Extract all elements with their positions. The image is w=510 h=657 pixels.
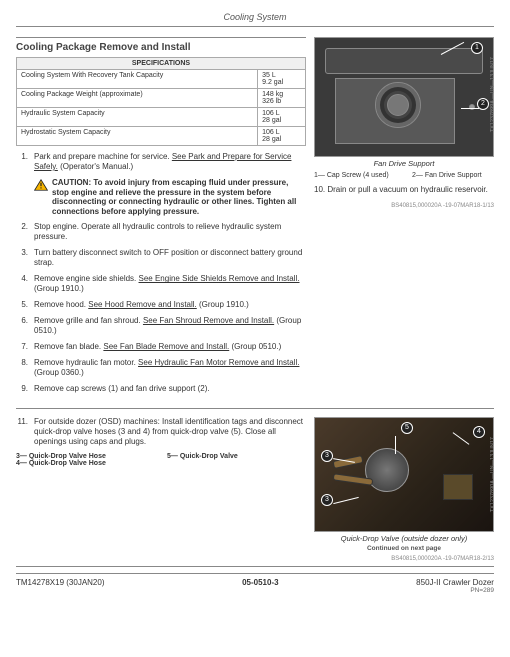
step-text-a: Remove engine side shields.	[34, 274, 139, 283]
page-header: Cooling System	[16, 12, 494, 27]
figure-1-side-note: TX1237899A —UN—13JUN17	[490, 57, 496, 132]
step-text-b: (Operator's Manual.)	[58, 162, 133, 171]
step-item: 1. Park and prepare machine for service. …	[16, 152, 306, 172]
figure-1-caption: Fan Drive Support	[314, 159, 494, 168]
step-text-a: Remove hood.	[34, 300, 88, 309]
steps-list: 1. Park and prepare machine for service. …	[16, 152, 306, 394]
step-text: Stop engine. Operate all hydraulic contr…	[34, 222, 306, 242]
caution-icon	[34, 179, 48, 191]
figure-2-caption: Quick-Drop Valve (outside dozer only)	[314, 534, 494, 543]
spec-value: 35 L 9.2 gal	[258, 70, 306, 89]
step-num: 5.	[16, 300, 28, 310]
step-text-a: Park and prepare machine for service.	[34, 152, 172, 161]
step-11-text: For outside dozer (OSD) machines: Instal…	[34, 417, 306, 447]
footer-right-pn: PN=289	[416, 587, 494, 594]
step-item: 4. Remove engine side shields. See Engine…	[16, 274, 306, 294]
figure-1-callout-1: 1	[471, 42, 483, 54]
step-text-a: Remove hydraulic fan motor.	[34, 358, 138, 367]
figure-1-legend-1: 1— Cap Screw (4 used)	[314, 172, 396, 179]
spec-value: 106 L 28 gal	[258, 127, 306, 146]
step-text: Park and prepare machine for service. Se…	[34, 152, 306, 172]
figure-1-image: 1 2	[314, 37, 494, 157]
step-link[interactable]: See Fan Shroud Remove and Install.	[143, 316, 274, 325]
step-text: Remove hood. See Hood Remove and Install…	[34, 300, 306, 310]
spec-label: Cooling Package Weight (approximate)	[17, 89, 258, 108]
figure-2-side-note: TX1237890A —UN—13JUN17	[490, 437, 496, 512]
spec-row: Cooling Package Weight (approximate)148 …	[17, 89, 306, 108]
figure-2-image: 3 3 5 4	[314, 417, 494, 532]
step-num	[16, 178, 28, 216]
step-item: 5. Remove hood. See Hood Remove and Insta…	[16, 300, 306, 310]
step-text-a: Turn battery disconnect switch to OFF po…	[34, 248, 302, 267]
spec-table: SPECIFICATIONS Cooling System With Recov…	[16, 57, 306, 146]
step-num: 1.	[16, 152, 28, 172]
step-text-a: Stop engine. Operate all hydraulic contr…	[34, 222, 281, 241]
spec-value: 148 kg 326 lb	[258, 89, 306, 108]
spec-row: Hydraulic System Capacity106 L 28 gal	[17, 108, 306, 127]
spec-value: 106 L 28 gal	[258, 108, 306, 127]
step-text-a: Remove fan blade.	[34, 342, 103, 351]
step-num: 3.	[16, 248, 28, 268]
step-11-num: 11.	[16, 417, 28, 447]
step-11-legend-left: 3— Quick-Drop Valve Hose 4— Quick-Drop V…	[16, 453, 155, 467]
step-item: 9. Remove cap screws (1) and fan drive su…	[16, 384, 306, 394]
footer-right-title: 850J-II Crawler Dozer	[416, 578, 494, 587]
step-text: Remove fan blade. See Fan Blade Remove a…	[34, 342, 306, 352]
continued-on-next-page: Continued on next page	[314, 545, 494, 552]
spec-label: Hydrostatic System Capacity	[17, 127, 258, 146]
step-link[interactable]: See Engine Side Shields Remove and Insta…	[139, 274, 300, 283]
step-num: 6.	[16, 316, 28, 336]
step-num: 4.	[16, 274, 28, 294]
figure-2-callout-3: 3	[321, 450, 333, 462]
spec-label: Cooling System With Recovery Tank Capaci…	[17, 70, 258, 89]
step-link[interactable]: See Fan Blade Remove and Install.	[103, 342, 229, 351]
step-text-a: Remove grille and fan shroud.	[34, 316, 143, 325]
step-item: 3. Turn battery disconnect switch to OFF …	[16, 248, 306, 268]
step-10: 10. Drain or pull a vacuum on hydraulic …	[314, 185, 494, 195]
figure-1-callout-2: 2	[477, 98, 489, 110]
section-title: Cooling Package Remove and Install	[16, 37, 306, 53]
step-text-a: Remove cap screws (1) and fan drive supp…	[34, 384, 210, 393]
figure-2-callout-3b: 3	[321, 494, 333, 506]
step-text-b: (Group 1910.)	[34, 284, 84, 293]
spec-row: Cooling System With Recovery Tank Capaci…	[17, 70, 306, 89]
step-text: Remove hydraulic fan motor. See Hydrauli…	[34, 358, 306, 378]
spec-label: Hydraulic System Capacity	[17, 108, 258, 127]
step-11-legend-right: 5— Quick-Drop Valve	[167, 453, 306, 467]
step-num: 8.	[16, 358, 28, 378]
step-text-b: (Group 0510.)	[229, 342, 281, 351]
step-text: Remove cap screws (1) and fan drive supp…	[34, 384, 306, 394]
step-item: CAUTION: To avoid injury from escaping f…	[16, 178, 306, 216]
figure-1-legend-2: 2— Fan Drive Support	[412, 172, 494, 179]
figure-2-callout-4: 4	[473, 426, 485, 438]
footer-left: TM14278X19 (30JAN20)	[16, 578, 105, 587]
step-link[interactable]: See Hood Remove and Install.	[88, 300, 197, 309]
step-link[interactable]: See Hydraulic Fan Motor Remove and Insta…	[138, 358, 299, 367]
spec-table-header: SPECIFICATIONS	[17, 58, 306, 70]
spec-row: Hydrostatic System Capacity106 L 28 gal	[17, 127, 306, 146]
step-text: Remove grille and fan shroud. See Fan Sh…	[34, 316, 306, 336]
footer-center: 05-0510-3	[242, 578, 278, 587]
figure-2-ref: BS40815,000020A -19-07MAR18-2/13	[314, 556, 494, 562]
step-num: 7.	[16, 342, 28, 352]
step-item: 8. Remove hydraulic fan motor. See Hydrau…	[16, 358, 306, 378]
step-text-b: (Group 1910.)	[197, 300, 249, 309]
step-item: 2. Stop engine. Operate all hydraulic con…	[16, 222, 306, 242]
step-text: Remove engine side shields. See Engine S…	[34, 274, 306, 294]
step-item: 7. Remove fan blade. See Fan Blade Remove…	[16, 342, 306, 352]
step-text-b: (Group 0360.)	[34, 368, 84, 377]
step-num: 9.	[16, 384, 28, 394]
step-text: CAUTION: To avoid injury from escaping f…	[34, 178, 306, 216]
step-num: 2.	[16, 222, 28, 242]
step-text: Turn battery disconnect switch to OFF po…	[34, 248, 306, 268]
step-item: 6. Remove grille and fan shroud. See Fan …	[16, 316, 306, 336]
caution-text: CAUTION: To avoid injury from escaping f…	[52, 178, 306, 216]
figure-2-callout-5: 5	[401, 422, 413, 434]
figure-1-ref: BS40815,000020A -19-07MAR18-1/13	[314, 203, 494, 209]
